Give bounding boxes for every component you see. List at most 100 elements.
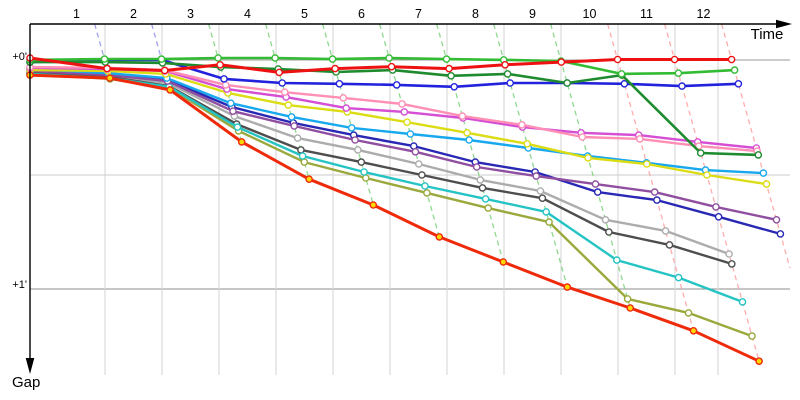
series-marker-purple-lap9 [591,180,600,188]
x-tick-label-9: 9 [529,7,536,21]
series-marker-green-lap12 [730,66,739,74]
series-marker-dark-gray-lap6 [418,171,426,179]
x-tick-label-7: 7 [415,7,422,21]
series-marker-dark-gray-lap7 [478,184,487,192]
series-marker-yellow-lap8 [523,139,532,148]
series-marker-red-2-lap3 [237,138,246,146]
series-marker-green-lap1 [100,55,109,63]
series-marker-red-lap6 [387,62,396,71]
series-marker-blue-lap7 [450,83,459,91]
series-marker-dark-green-lap8 [503,70,512,78]
series-marker-silver-lap5 [354,146,362,154]
series-marker-red-2-lap11 [755,357,763,366]
x-tick-label-3: 3 [187,7,194,21]
series-marker-olive-lap11 [748,332,756,340]
series-marker-pink-lap10 [636,135,644,143]
series-marker-green-lap3 [214,54,222,62]
series-marker-silver-lap7 [476,176,485,184]
lap-line-10 [607,23,695,331]
series-marker-red-2-lap6 [435,233,444,241]
series-marker-dark-green-lap9 [563,79,572,87]
series-marker-olive-lap9 [623,295,632,303]
series-marker-red-lap8 [501,61,509,69]
x-tick-label-11: 11 [640,7,653,21]
series-marker-olive-lap6 [423,189,431,197]
series-marker-purple-lap6 [411,147,420,156]
series-marker-navy-lap12 [776,230,785,238]
series-marker-pink-lap7 [458,112,467,120]
series-line-navy [28,68,782,236]
series-marker-blue-lap11 [678,82,686,90]
series-marker-pink-lap9 [578,133,587,141]
series-marker-blue-lap3 [220,75,228,83]
series-marker-dark-gray-lap10 [665,241,674,249]
series-marker-purple-lap11 [712,203,720,211]
series-marker-purple-lap5 [351,136,359,144]
series-marker-pink-lap6 [398,100,406,108]
series-marker-green-lap7 [442,55,451,63]
gap-axis-label: Gap [12,374,41,391]
series-marker-blue-lap6 [392,81,401,89]
series-marker-sky-blue-lap7 [465,136,473,144]
series-marker-silver-lap11 [725,250,733,258]
series-marker-red-lap2 [160,66,169,75]
series-line-silver [28,70,731,256]
series-marker-dark-green-lap11 [696,149,705,157]
series-marker-dark-green-lap7 [447,72,455,80]
y-tick-plus0: +0' [12,51,27,63]
series-marker-pink-lap11 [695,142,703,150]
series-marker-red-2-lap5 [369,201,378,209]
series-marker-blue-lap10 [620,80,629,88]
x-tick-label-4: 4 [244,7,251,21]
series-marker-pink-lap4 [280,88,289,96]
series-marker-navy-lap10 [653,196,661,204]
series-marker-green-lap5 [328,55,337,63]
series-marker-yellow-lap12 [762,180,771,188]
series-marker-cyan-lap5 [360,168,368,176]
series-marker-dark-gray-lap9 [605,228,613,236]
series-marker-red-2-lap9 [626,304,635,312]
series-marker-blue-lap12 [734,80,743,88]
series-marker-cyan-lap10 [674,273,683,282]
series-marker-olive-lap5 [361,174,370,182]
series-marker-cyan-lap6 [421,182,429,190]
gap-axis-arrow-icon [25,358,35,374]
series-marker-olive-lap4 [300,158,309,166]
series-marker-purple-lap10 [650,188,659,196]
x-tick-label-5: 5 [301,7,308,21]
series-marker-green-lap4 [271,54,279,62]
series-marker-sky-blue-lap6 [406,130,415,138]
series-marker-purple-lap8 [532,172,541,180]
series-marker-cyan-lap11 [738,298,747,306]
series-marker-cyan-lap4 [298,152,307,160]
series-marker-red-2-lap2 [166,86,174,94]
series-marker-dark-green-lap12 [754,151,763,159]
series-marker-yellow-lap10 [643,160,651,168]
series-marker-magenta-lap5 [342,104,351,112]
x-tick-label-10: 10 [583,7,597,21]
time-axis-label: Time [750,26,784,43]
series-marker-cyan-lap3 [233,123,242,131]
series-marker-sky-blue-lap12 [759,169,768,177]
series-line-olive [28,72,754,338]
series-marker-dark-gray-lap4 [297,146,305,154]
series-marker-blue-lap5 [335,80,344,88]
series-marker-red-lap7 [445,64,453,73]
series-marker-red-2-lap7 [499,258,508,266]
series-marker-cyan-lap8 [542,208,551,216]
series-marker-olive-lap10 [684,309,693,317]
series-marker-yellow-lap9 [584,154,592,162]
series-marker-silver-lap8 [536,187,545,195]
series-marker-purple-lap12 [772,215,781,224]
time-axis-arrow-icon [776,19,792,29]
series-marker-cyan-lap9 [613,256,621,264]
series-marker-purple-lap7 [472,163,481,171]
series-marker-red-lap5 [331,64,339,73]
series-marker-red-lap11 [670,55,679,64]
series-marker-pink-lap5 [339,94,348,102]
series-marker-red-lap12 [727,55,736,64]
series-marker-sky-blue-lap3 [226,99,235,107]
series-marker-green-lap6 [385,54,393,62]
